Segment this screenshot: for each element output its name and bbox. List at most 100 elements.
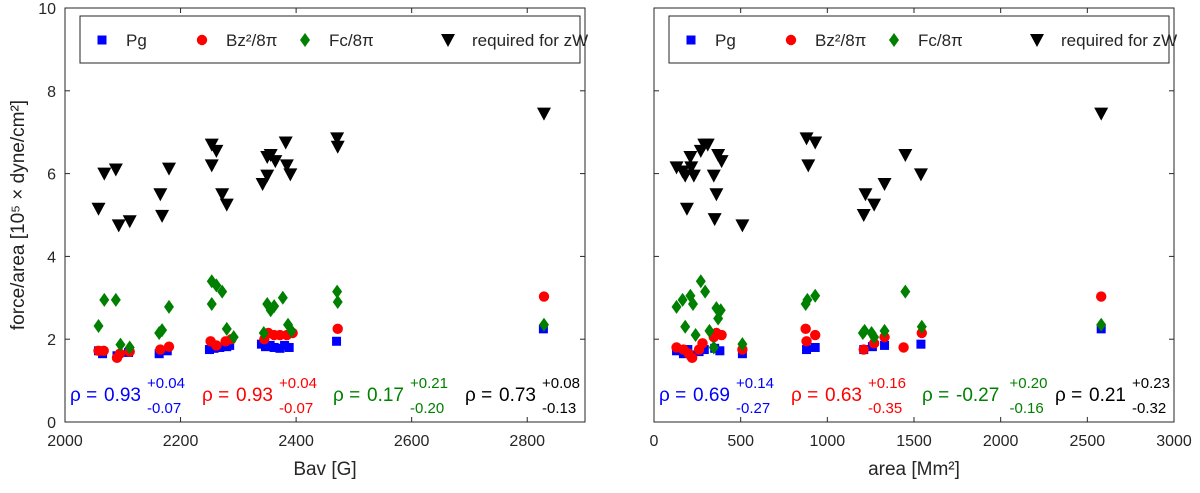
data-point-bz [716, 329, 727, 341]
data-point-fc [269, 299, 280, 314]
data-point-fc [211, 278, 222, 293]
rho-upper-error: +0.04 [279, 375, 317, 392]
data-point-bz [810, 329, 821, 341]
data-point-req [686, 169, 701, 183]
x-tick-label: 3000 [1156, 433, 1192, 450]
data-point-fc [258, 325, 269, 340]
rho-symbol: ρ = [202, 385, 229, 406]
data-point-bz [898, 342, 909, 353]
data-point-req [679, 202, 694, 216]
legend-label-req: required for zW [472, 31, 588, 50]
data-point-req [867, 198, 882, 212]
x-tick-label: 2400 [278, 433, 314, 450]
data-point-fc [538, 317, 549, 332]
y-tick-label: 10 [38, 1, 56, 18]
data-point-bz [697, 338, 708, 349]
data-point-pg [916, 339, 926, 349]
data-point-req [204, 159, 219, 173]
data-point-fc [715, 303, 726, 318]
rho-lower-error: -0.07 [279, 400, 313, 417]
correlation-annotation-req: ρ = 0.21 +0.23 -0.32 [1055, 375, 1170, 417]
data-point-bz [800, 323, 811, 335]
y-axis-label: force/area [10⁵ × dyne/cm²] [8, 100, 29, 330]
data-point-fc [688, 297, 698, 312]
data-point-fc [900, 284, 911, 299]
data-point-fc [810, 288, 821, 303]
data-point-fc [93, 318, 104, 333]
data-point-req [801, 159, 816, 173]
data-point-req [155, 209, 170, 223]
data-point-bz [858, 344, 869, 355]
legend-marker-req [441, 34, 455, 47]
data-point-req [709, 188, 724, 202]
data-point-fc [332, 294, 343, 309]
legend-label-fc: Fc/8π [918, 31, 963, 50]
data-point-req [260, 169, 275, 183]
legend-marker-pg [97, 35, 107, 45]
correlation-annotation-bz: ρ = 0.93 +0.04 -0.07 [202, 375, 317, 417]
data-point-fc [680, 319, 691, 334]
data-point-bz [114, 348, 126, 359]
data-point-pg [699, 345, 709, 355]
data-point-req [856, 209, 871, 222]
x-tick-label: 2200 [163, 433, 199, 450]
data-point-bz [686, 352, 698, 364]
rho-value: 0.69 [693, 385, 730, 406]
y-tick-label: 0 [47, 415, 56, 432]
rho-lower-error: -0.27 [736, 400, 770, 417]
data-point-req [162, 162, 176, 176]
rho-lower-error: -0.13 [542, 400, 576, 417]
rho-symbol: ρ = [791, 385, 818, 406]
data-point-fc [206, 297, 217, 312]
data-point-fc [332, 284, 343, 299]
x-tick-label: 2500 [1070, 433, 1106, 450]
rho-symbol: ρ = [659, 385, 686, 406]
data-point-req [799, 132, 814, 146]
data-point-bz [332, 323, 343, 335]
data-point-fc [164, 299, 174, 314]
data-point-pg [284, 342, 294, 352]
data-point-req [684, 161, 699, 175]
x-axis-label: Bav [G] [293, 459, 356, 480]
x-tick-label: 500 [727, 433, 754, 450]
rho-symbol: ρ = [333, 385, 360, 406]
legend-marker-bz [785, 34, 797, 46]
data-point-fc [708, 340, 719, 355]
x-tick-label: 0 [650, 433, 659, 450]
data-point-req [97, 167, 112, 181]
data-point-req [255, 177, 270, 191]
data-point-req [153, 188, 168, 202]
data-point-bz [211, 340, 222, 351]
data-point-fc [737, 337, 748, 352]
x-tick-label: 1500 [896, 433, 932, 450]
data-point-req [108, 163, 123, 177]
correlation-annotation-pg: ρ = 0.69 +0.14 -0.27 [659, 375, 774, 417]
data-point-fc [916, 319, 927, 334]
legend-label-bz: Bz²/8π [815, 31, 866, 50]
rho-symbol: ρ = [465, 385, 492, 406]
data-point-req [858, 188, 873, 202]
data-point-req [877, 177, 892, 191]
data-point-req [669, 161, 684, 175]
data-point-req [215, 188, 230, 202]
rho-upper-error: +0.08 [542, 375, 580, 392]
data-point-pg [880, 340, 890, 350]
correlation-annotation-pg: ρ = 0.93 +0.04 -0.07 [70, 375, 185, 417]
legend-label-req: required for zW [1061, 31, 1177, 50]
rho-value: 0.73 [499, 385, 536, 406]
legend-marker-pg [686, 35, 696, 45]
rho-symbol: ρ = [70, 385, 97, 406]
rho-value: 0.63 [825, 385, 862, 406]
chart-panel-2: 0 500 1000 1500 2000 2500 3000 area [Mm²] Pg Bz²/… [650, 7, 1192, 480]
data-point-req [706, 169, 721, 183]
data-point-req [278, 136, 293, 150]
data-point-req [898, 148, 913, 162]
data-point-req [283, 168, 298, 182]
data-point-pg [269, 342, 279, 352]
rho-upper-error: +0.16 [868, 375, 906, 392]
rho-upper-error: +0.14 [736, 375, 774, 392]
data-point-req [268, 155, 283, 169]
data-point-fc [115, 337, 126, 352]
data-point-pg [225, 340, 235, 350]
